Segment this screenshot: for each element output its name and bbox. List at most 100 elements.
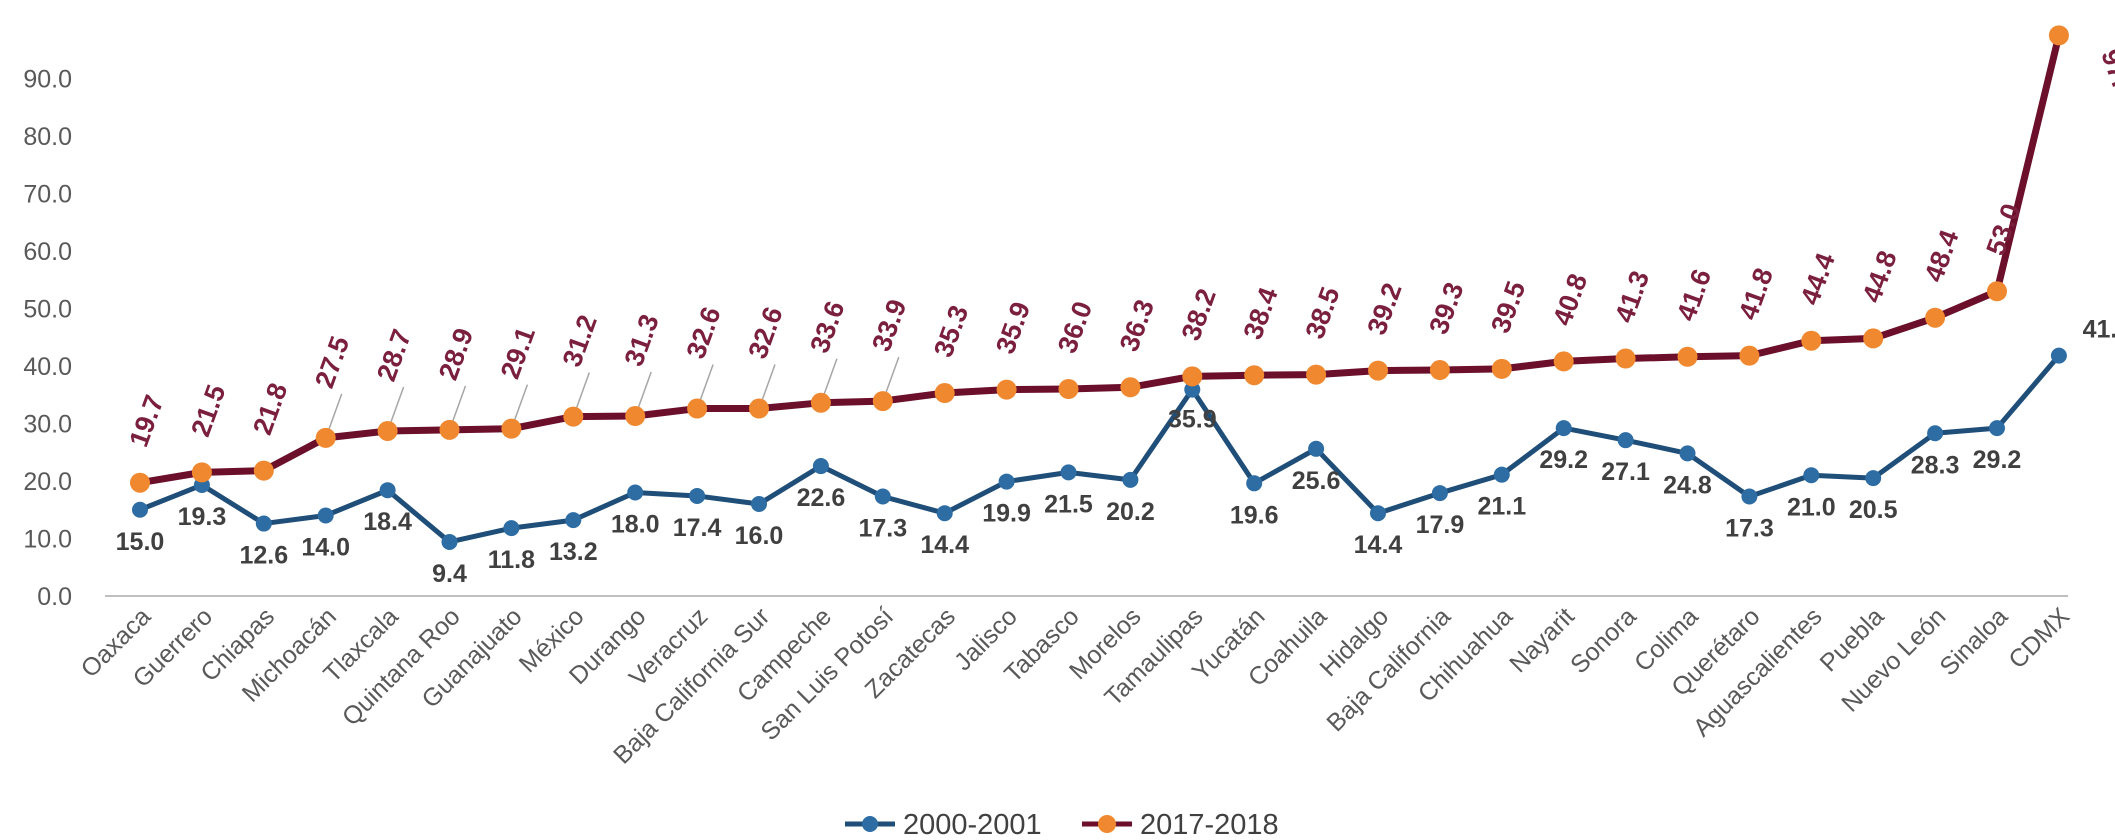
data-point-a[interactable]: [132, 501, 148, 518]
y-tick-label: 40.0: [23, 353, 72, 381]
data-point-b[interactable]: [1368, 360, 1388, 381]
y-tick-label: 20.0: [23, 468, 72, 496]
data-label-series-a: 41.8: [2083, 316, 2115, 344]
data-point-a[interactable]: [689, 487, 706, 504]
data-point-a[interactable]: [1431, 485, 1448, 502]
data-point-a[interactable]: [1122, 471, 1139, 488]
data-label-series-a: 20.2: [1106, 498, 1155, 526]
data-point-b[interactable]: [687, 398, 708, 419]
data-point-b[interactable]: [253, 460, 274, 481]
data-label-series-b: 31.2: [557, 311, 603, 371]
legend-label-series-b: 2017-2018: [1140, 809, 1279, 840]
data-label-series-a: 29.2: [1539, 446, 1588, 474]
data-point-a[interactable]: [1370, 505, 1386, 522]
data-point-b[interactable]: [1306, 364, 1327, 385]
legend-marker-series-b: [1098, 815, 1116, 833]
data-point-a[interactable]: [1246, 475, 1263, 492]
data-point-b[interactable]: [1244, 365, 1265, 386]
data-point-b[interactable]: [191, 462, 212, 483]
data-point-a[interactable]: [812, 458, 829, 475]
data-point-b[interactable]: [996, 379, 1017, 400]
data-point-b[interactable]: [1553, 351, 1574, 372]
series-layer: [130, 25, 2069, 550]
data-point-a[interactable]: [1617, 432, 1634, 449]
data-point-a[interactable]: [441, 533, 458, 550]
data-point-a[interactable]: [1555, 420, 1572, 437]
data-point-a[interactable]: [255, 515, 272, 532]
data-point-b[interactable]: [315, 427, 336, 448]
data-point-b[interactable]: [810, 392, 831, 413]
data-label-series-b: 40.8: [1547, 270, 1593, 330]
data-point-b[interactable]: [1058, 379, 1079, 399]
data-label-series-a: 29.2: [1973, 446, 2022, 474]
data-point-b[interactable]: [1925, 307, 1946, 328]
data-label-series-b: 38.4: [1238, 284, 1284, 344]
y-tick-label: 80.0: [23, 123, 72, 151]
data-label-series-a: 24.8: [1663, 471, 1712, 499]
data-label-series-b: 44.4: [1795, 249, 1841, 309]
data-point-b[interactable]: [749, 398, 769, 419]
data-point-b[interactable]: [563, 406, 584, 427]
data-point-a[interactable]: [627, 484, 644, 501]
data-point-b[interactable]: [1863, 328, 1884, 349]
data-point-b[interactable]: [501, 418, 522, 439]
data-point-a[interactable]: [998, 473, 1015, 490]
data-point-b[interactable]: [1182, 366, 1203, 387]
label-leader-line: [637, 371, 652, 409]
data-point-b[interactable]: [377, 420, 398, 441]
data-point-b[interactable]: [625, 406, 646, 427]
data-point-b[interactable]: [1120, 377, 1141, 398]
data-point-b[interactable]: [1615, 348, 1636, 369]
data-label-series-b: 38.2: [1176, 285, 1222, 345]
data-point-b[interactable]: [1429, 360, 1450, 381]
data-label-series-b: 36.0: [1052, 297, 1098, 357]
data-label-series-b: 39.3: [1423, 278, 1469, 338]
data-point-a[interactable]: [1308, 440, 1325, 457]
data-point-a[interactable]: [317, 507, 334, 524]
data-point-a[interactable]: [1060, 464, 1077, 481]
data-label-series-a: 27.1: [1601, 458, 1650, 486]
data-label-series-b: 41.8: [1733, 264, 1779, 324]
data-label-series-a: 13.2: [549, 538, 598, 566]
data-point-b[interactable]: [1677, 346, 1698, 367]
data-label-series-b: 33.6: [804, 297, 850, 357]
x-tick-label: CDMX: [2003, 602, 2075, 674]
data-point-a[interactable]: [1493, 466, 1510, 483]
data-point-a[interactable]: [751, 496, 767, 512]
data-point-b[interactable]: [130, 472, 150, 493]
data-label-series-b: 32.6: [681, 303, 727, 363]
data-label-series-b: 19.7: [123, 391, 169, 451]
data-point-b[interactable]: [1739, 345, 1760, 366]
data-point-b[interactable]: [1987, 281, 2007, 302]
data-label-series-a: 21.0: [1787, 493, 1836, 521]
data-point-b[interactable]: [934, 383, 955, 404]
data-point-a[interactable]: [936, 505, 953, 522]
data-point-b[interactable]: [1491, 358, 1512, 379]
data-point-b[interactable]: [439, 419, 460, 440]
data-point-a[interactable]: [379, 482, 396, 499]
data-point-a[interactable]: [2050, 347, 2067, 364]
data-point-a[interactable]: [874, 488, 891, 505]
data-label-series-a: 11.8: [488, 546, 535, 574]
data-point-a[interactable]: [1184, 381, 1201, 398]
data-point-a[interactable]: [1927, 425, 1944, 442]
legend-item-series-b[interactable]: 2017-2018: [1082, 809, 1279, 840]
data-label-series-a: 14.0: [301, 534, 350, 562]
data-point-a[interactable]: [503, 520, 520, 537]
x-tick-label: Sinaloa: [1934, 602, 2013, 681]
data-label-series-b: 38.5: [1300, 283, 1346, 343]
y-tick-label: 60.0: [23, 238, 72, 266]
data-point-b[interactable]: [872, 391, 893, 412]
data-point-a[interactable]: [1803, 467, 1820, 484]
data-point-a[interactable]: [565, 512, 582, 529]
legend-item-series-a[interactable]: 2000-2001: [845, 809, 1042, 840]
data-point-b[interactable]: [2048, 25, 2069, 46]
data-point-a[interactable]: [1741, 488, 1758, 505]
data-point-a[interactable]: [1989, 420, 2005, 437]
data-point-a[interactable]: [1679, 445, 1696, 462]
data-point-b[interactable]: [1801, 330, 1822, 351]
data-label-series-a: 15.0: [116, 528, 165, 556]
data-label-series-a: 35.9: [1168, 406, 1217, 434]
data-point-a[interactable]: [1865, 470, 1882, 487]
